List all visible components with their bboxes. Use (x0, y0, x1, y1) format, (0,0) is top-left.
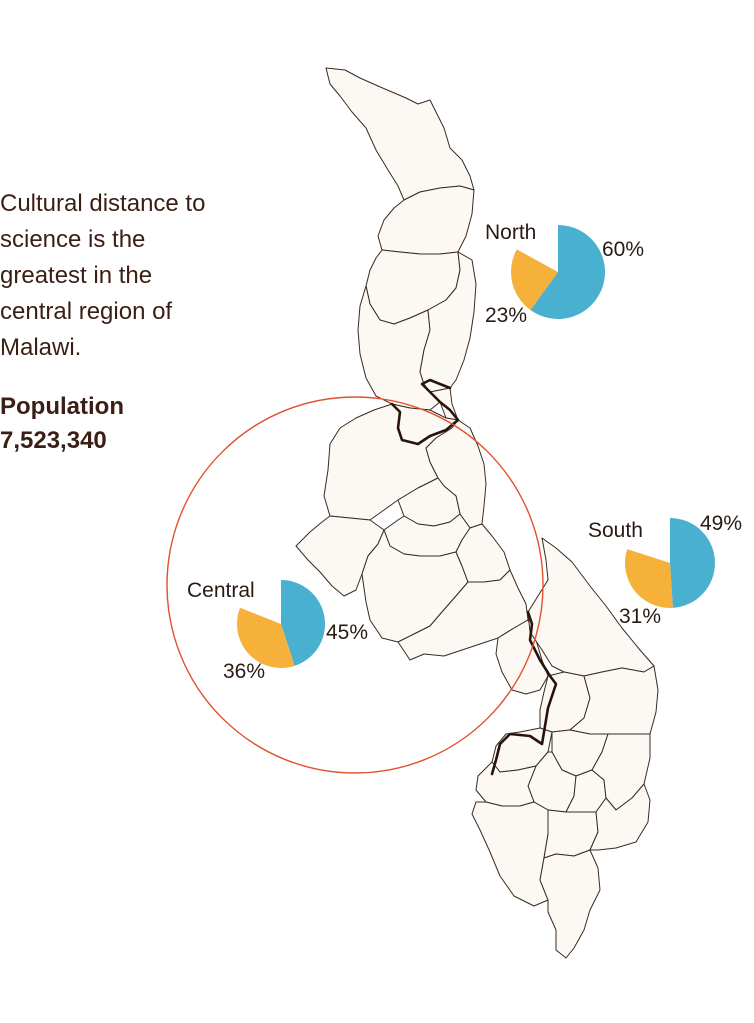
region-label-south: South (588, 519, 643, 542)
population-label: Population (0, 393, 124, 420)
district-chikwawa (471, 801, 549, 907)
pie-central-blue-label: 45% (326, 621, 368, 644)
pie-north-orange-label: 23% (485, 304, 527, 327)
pie-north-blue-slice (530, 225, 606, 319)
population-block: Population 7,523,340 (0, 390, 230, 458)
pie-central-orange-slice (236, 607, 295, 669)
district-nsanje (539, 849, 601, 959)
district-nkhata-bay (419, 251, 477, 393)
region-label-central: Central (187, 579, 255, 602)
pie-south-blue-label: 49% (700, 512, 742, 535)
pie-south-orange-label: 31% (619, 605, 661, 628)
pie-south-blue-slice (670, 518, 715, 608)
district-dedza (397, 569, 529, 661)
pie-north-blue-label: 60% (602, 238, 644, 261)
regional-borders (390, 378, 558, 776)
pie-central-blue-slice (281, 580, 326, 666)
central-region-highlight-ring (166, 396, 544, 774)
district-mchinji (295, 515, 385, 597)
pie-north-orange-slice (510, 249, 558, 311)
pie-south-orange-slice (624, 549, 673, 608)
pie-central-orange-label: 36% (223, 660, 265, 683)
district-chitipa (325, 67, 475, 201)
district-shapes (295, 67, 659, 959)
pie-south: South 49% 31% (588, 512, 742, 628)
district-karonga (377, 185, 475, 255)
pie-central: Central 45% 36% (187, 579, 368, 683)
central-south-border (490, 610, 558, 776)
north-central-border (390, 378, 460, 446)
region-label-north: North (485, 221, 536, 244)
population-value: 7,523,340 (0, 427, 107, 454)
caption-text: Cultural distance to science is the grea… (0, 190, 206, 361)
pie-north: North 60% 23% (485, 221, 644, 327)
